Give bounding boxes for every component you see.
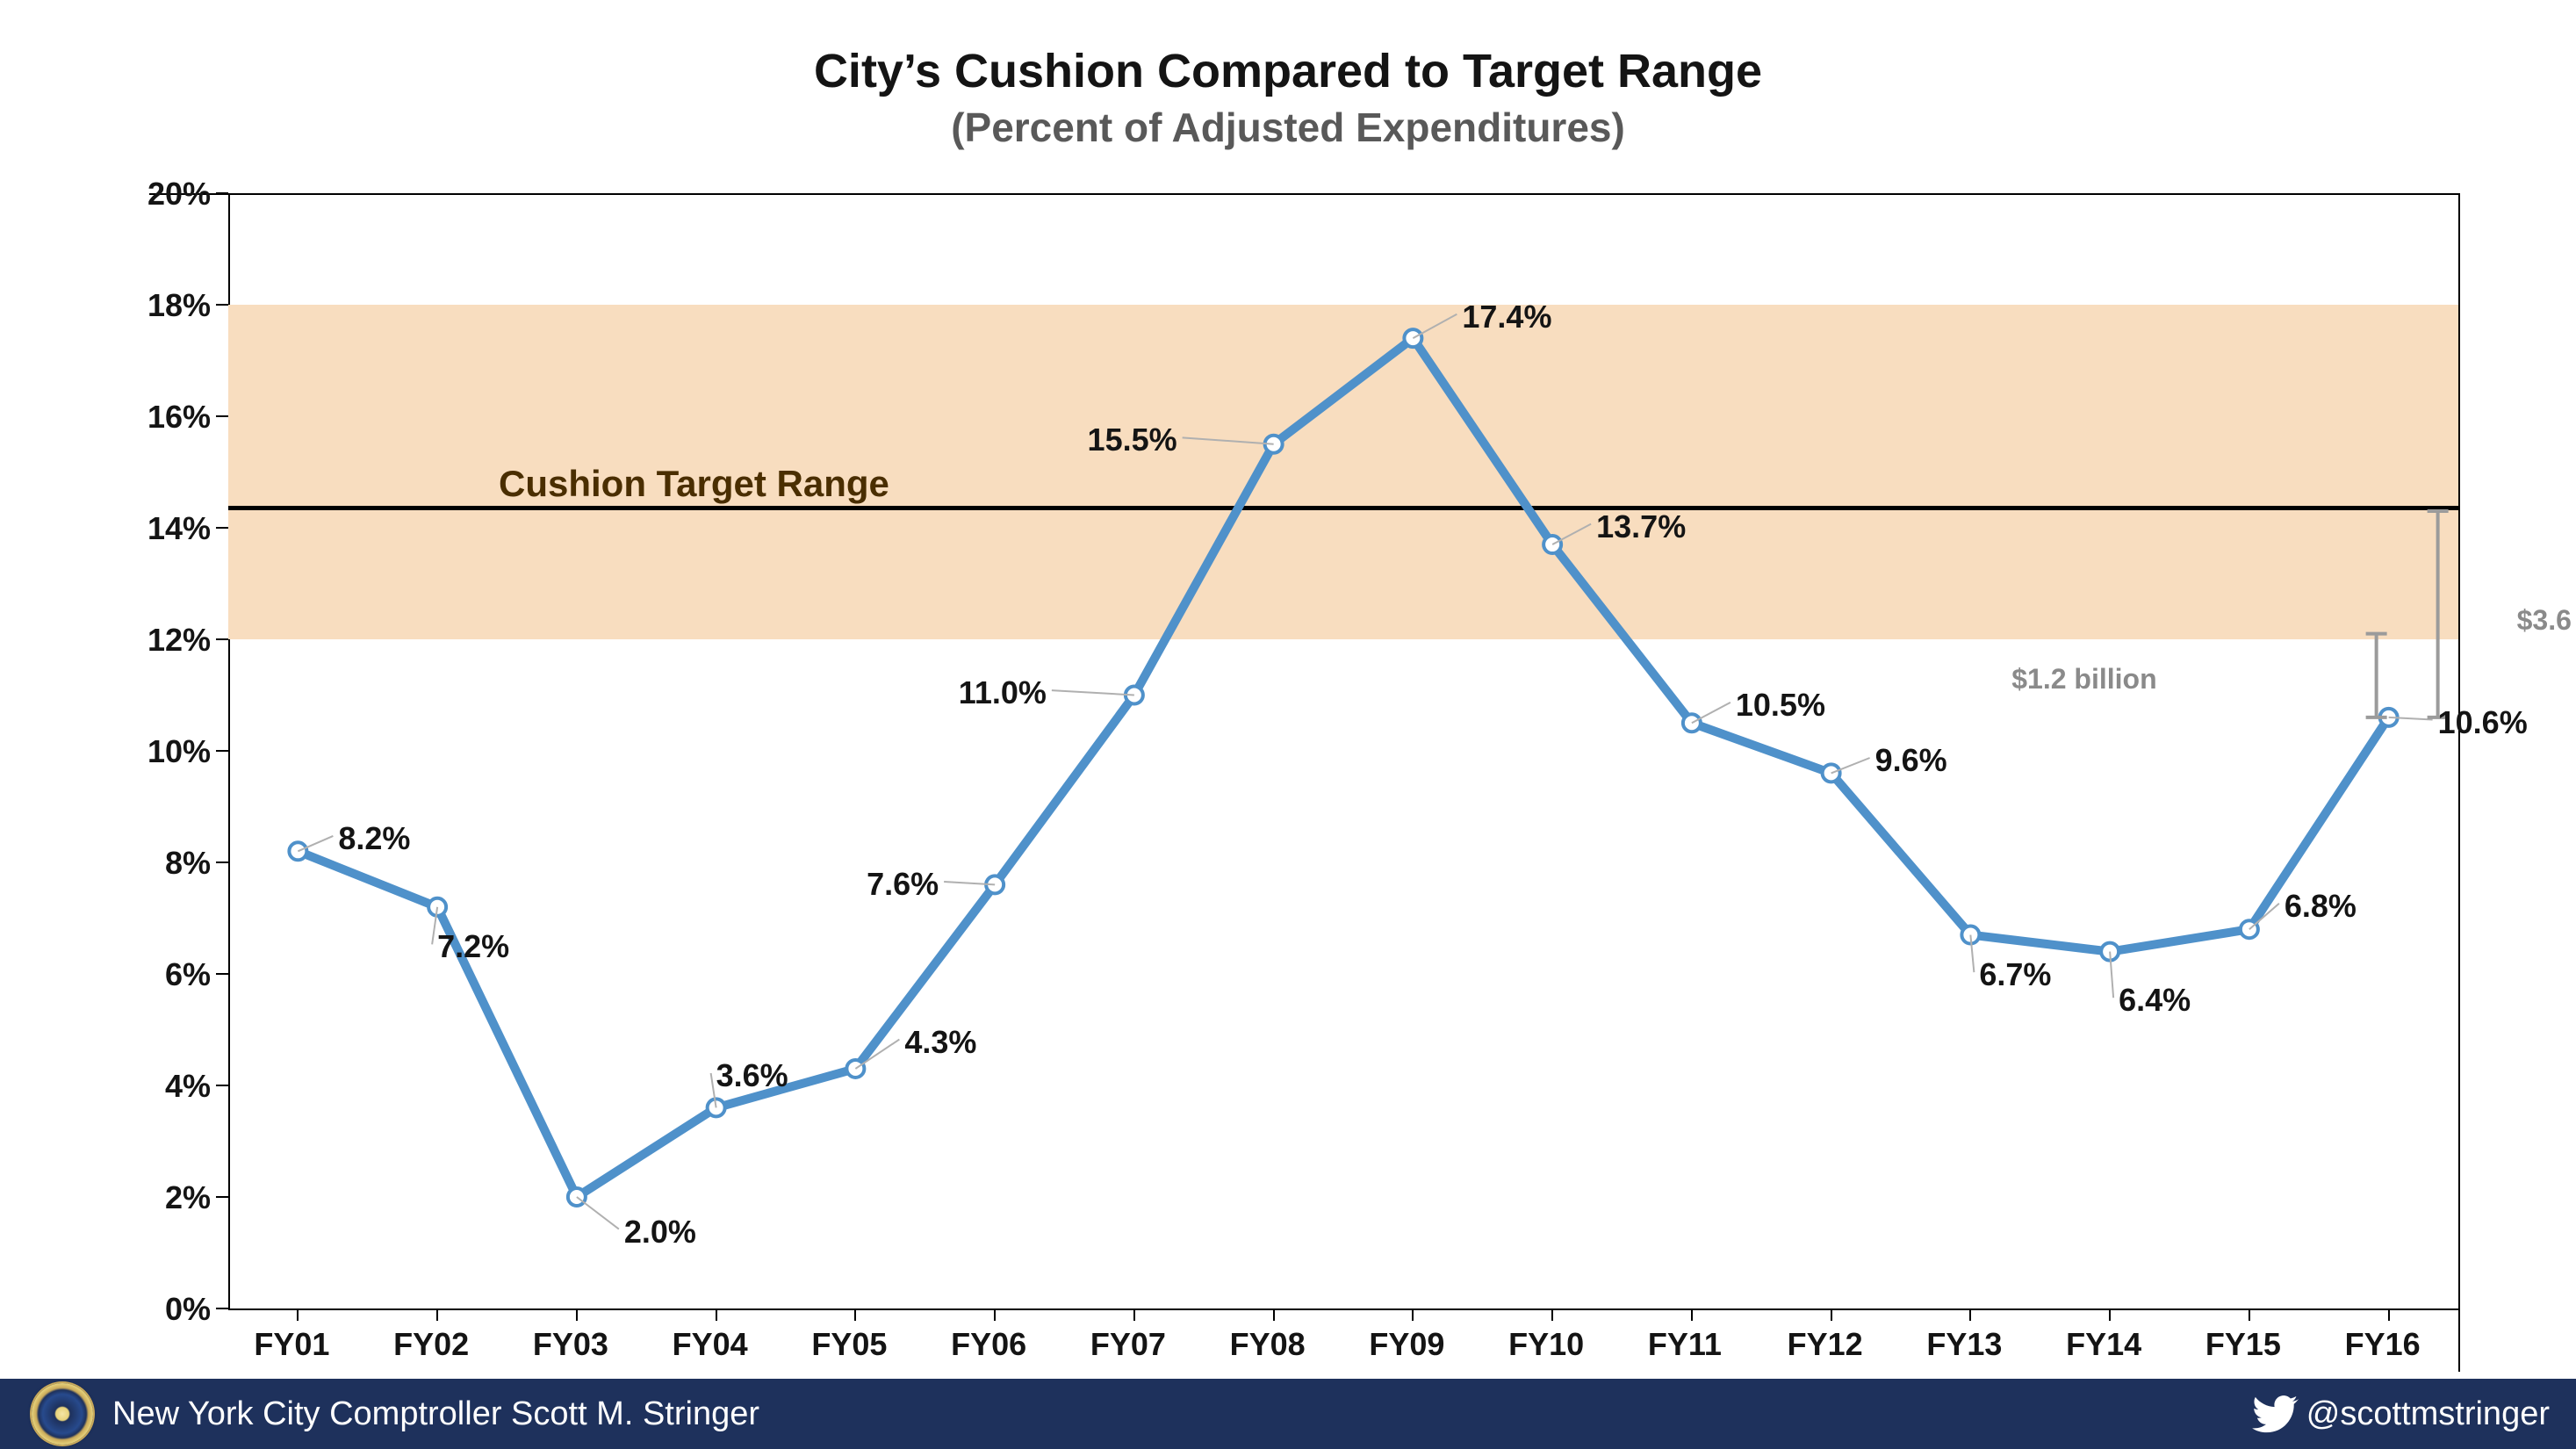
y-tick-label: 14% [148,510,211,547]
footer-bar: New York City Comptroller Scott M. Strin… [0,1379,2576,1449]
x-tick-label: FY02 [393,1326,469,1363]
data-label: 4.3% [904,1024,976,1061]
y-tick-label: 20% [148,176,211,213]
gap-annotation: $3.6 billion [2517,604,2576,637]
x-tick-label: FY16 [2345,1326,2421,1363]
x-tick-label: FY05 [811,1326,887,1363]
data-label: 17.4% [1462,299,1551,335]
gap-annotation: $1.2 billion [2011,663,2156,696]
x-tick-label: FY15 [2205,1326,2281,1363]
leader-line [1552,524,1591,544]
target-range-label: Cushion Target Range [499,463,889,505]
x-tick-label: FY07 [1090,1326,1166,1363]
x-tick-label: FY14 [2066,1326,2141,1363]
y-tick-label: 12% [148,622,211,659]
y-tick-label: 16% [148,399,211,436]
y-tick-label: 8% [165,845,211,882]
data-label: 7.6% [867,866,939,903]
data-label: 2.0% [624,1214,696,1251]
leader-line [1183,437,1274,443]
y-tick-label: 4% [165,1068,211,1105]
y-tick-label: 6% [165,956,211,993]
data-label: 6.8% [2285,888,2357,925]
twitter-bird-icon [2252,1390,2299,1438]
x-tick-label: FY10 [1508,1326,1584,1363]
footer-text: New York City Comptroller Scott M. Strin… [112,1395,759,1433]
data-label: 3.6% [716,1057,788,1094]
data-label: 6.4% [2119,982,2191,1019]
y-tick-label: 0% [165,1291,211,1328]
chart-svg [0,0,2576,1449]
data-label: 15.5% [1088,422,1177,458]
data-label: 8.2% [338,820,410,857]
data-label: 6.7% [1979,956,2051,993]
x-tick-label: FY06 [951,1326,1026,1363]
data-label: 7.2% [437,928,509,965]
y-tick-label: 2% [165,1179,211,1216]
footer-twitter-handle[interactable]: @scottmstringer [2306,1395,2550,1433]
leader-line [1413,314,1457,338]
x-tick-label: FY01 [254,1326,329,1363]
y-tick-label: 18% [148,287,211,324]
data-label: 10.5% [1736,687,1825,724]
data-label: 13.7% [1596,508,1686,545]
leader-line [1692,703,1731,723]
x-tick-label: FY04 [673,1326,748,1363]
nyc-comptroller-seal-icon [32,1383,93,1445]
x-tick-label: FY09 [1369,1326,1444,1363]
x-tick-label: FY13 [1926,1326,2002,1363]
y-tick-label: 10% [148,733,211,770]
x-tick-label: FY03 [533,1326,608,1363]
leader-line [1052,690,1134,695]
x-tick-label: FY12 [1788,1326,1863,1363]
x-tick-label: FY08 [1230,1326,1306,1363]
leader-line [577,1197,619,1229]
data-label: 11.0% [959,674,1047,711]
data-label: 9.6% [1875,742,1947,779]
footer-left: New York City Comptroller Scott M. Strin… [0,1383,759,1445]
data-label: 10.6% [2438,704,2528,741]
x-tick-label: FY11 [1648,1326,1722,1363]
footer-right: @scottmstringer [2252,1390,2550,1438]
